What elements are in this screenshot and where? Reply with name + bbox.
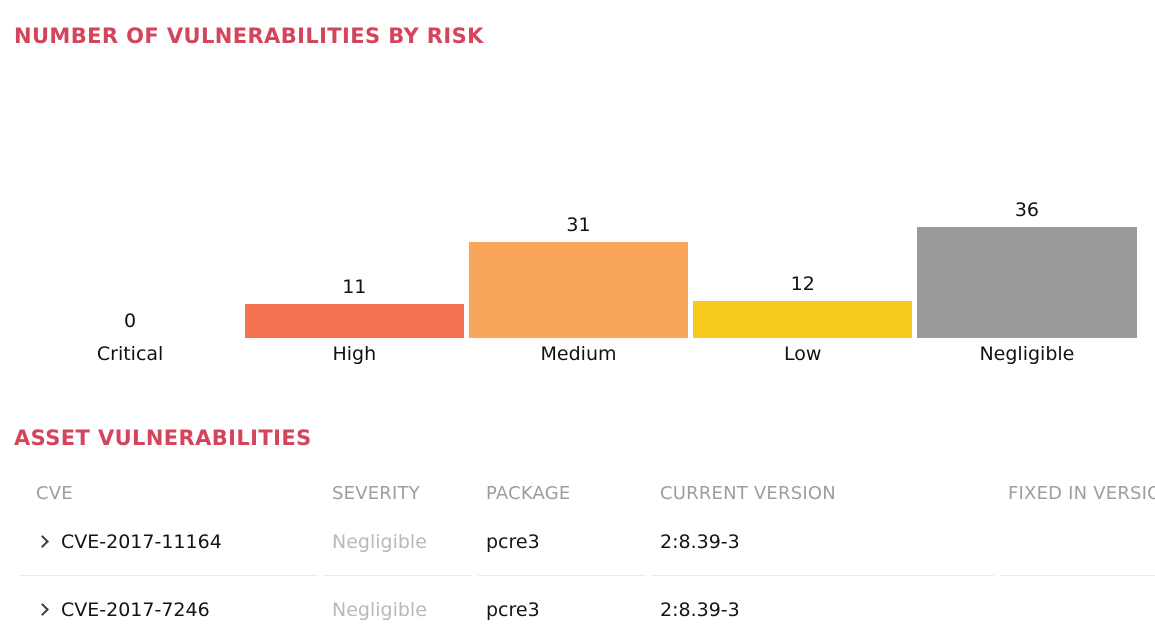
table-cell-package: pcre3 (478, 576, 646, 633)
bar-category-label: Critical (96, 343, 164, 365)
cve-id: CVE-2017-7246 (61, 598, 210, 621)
column-header-current-version: CURRENT VERSION (660, 482, 836, 504)
vulnerabilities-by-risk-bar-chart: 0 Critical 11 High 31 Medium 12 Low 36 N… (18, 172, 1139, 366)
table-cell-cve[interactable]: CVE-2017-7246 (20, 576, 318, 633)
table-section-title: ASSET VULNERABILITIES (14, 426, 312, 450)
table-cell-severity: Negligible (324, 508, 472, 576)
table-cell-package: pcre3 (478, 508, 646, 576)
column-header-fixed-in-version: FIXED IN VERSION (1008, 482, 1155, 504)
bar (468, 242, 689, 338)
bar-group: 12 Low (691, 172, 915, 366)
table-cell-cve[interactable]: CVE-2017-11164 (20, 508, 318, 576)
table-cell-fixed-in-version (1000, 508, 1155, 576)
table-cell-current-version: 2:8.39-3 (652, 508, 994, 576)
bar-category-label: Negligible (979, 343, 1075, 365)
column-header-severity: SEVERITY (332, 482, 420, 504)
bar (693, 301, 913, 338)
bar-value-label: 11 (342, 276, 367, 299)
bar-category-label: Low (784, 343, 822, 365)
bar-group: 11 High (242, 172, 466, 366)
column-header-cve: CVE (36, 482, 73, 504)
bar-category-label: High (332, 343, 377, 365)
chevron-right-icon[interactable] (36, 603, 49, 616)
bar-value-label: 36 (1014, 199, 1039, 222)
chevron-right-icon[interactable] (36, 535, 49, 548)
cve-id: CVE-2017-11164 (61, 530, 222, 553)
bar-group: 31 Medium (466, 172, 690, 366)
bar (244, 304, 464, 338)
asset-vulnerabilities-table: CVE SEVERITY PACKAGE CURRENT VERSION FIXED I… (20, 478, 1155, 633)
bar-value-label: 0 (124, 310, 137, 333)
table-cell-fixed-in-version (1000, 576, 1155, 633)
column-header-package: PACKAGE (486, 482, 571, 504)
bar-value-label: 12 (790, 273, 815, 296)
bar (917, 227, 1137, 338)
bar-group: 36 Negligible (915, 172, 1139, 366)
bar-value-label: 31 (566, 214, 591, 237)
bar-category-label: Medium (540, 343, 617, 365)
table-cell-current-version: 2:8.39-3 (652, 576, 994, 633)
bar-group: 0 Critical (18, 172, 242, 366)
table-cell-severity: Negligible (324, 576, 472, 633)
chart-section-title: NUMBER OF VULNERABILITIES BY RISK (14, 24, 484, 48)
